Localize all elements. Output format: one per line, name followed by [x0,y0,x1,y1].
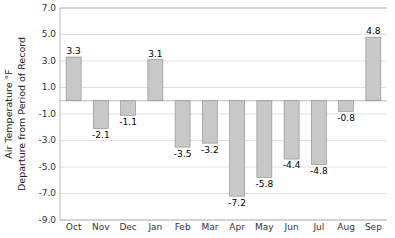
x-tick-label: Jan [147,222,162,232]
x-axis-line [60,220,387,221]
data-label: -4.8 [310,166,328,176]
data-label: -1.1 [119,117,137,127]
bar [339,101,354,112]
y-axis-label-line: Air Temperature °F [3,69,14,158]
y-axis-label-line: Departure from Period of Record [16,37,27,191]
y-tick-label: -5.0 [38,162,56,172]
y-tick-label: 5.0 [42,29,57,39]
data-label: 4.8 [366,26,381,36]
y-tick-label: -7.0 [38,188,56,198]
bar [121,101,136,116]
data-label: -3.2 [201,145,219,155]
axes [60,8,387,220]
y-tick-label: -3.0 [38,135,56,145]
data-label: -4.4 [283,160,301,170]
grid [60,8,387,220]
bar [93,101,108,129]
grid-line [60,87,387,88]
x-tick-label: Dec [119,222,136,232]
x-tick-label: Apr [229,222,245,232]
bar [202,101,217,143]
x-tick-label: Jun [284,222,299,232]
bar [366,37,381,101]
data-labels: 3.3 -2.1 -1.1 3.1 -3.5 -3.2 -7.2 -5.8 -4.4 -4.8 -0… [66,26,380,207]
grid-line [60,61,387,62]
grid-line [60,220,387,221]
zero-line [60,100,387,101]
y-tick-label: 3.0 [42,56,57,66]
grid-line [60,34,387,35]
x-tick-label: May [255,222,274,232]
y-tick-label: -1.0 [38,109,56,119]
grid-line [60,167,387,168]
y-axis-line [60,8,61,220]
data-label: -0.8 [337,113,355,123]
bar [230,101,245,196]
data-label: 3.3 [66,46,80,56]
x-tick-label: Oct [66,222,82,232]
chart: -9.0-7.0-5.0-3.0-1.01.03.05.07.03.3-2.1-… [0,0,395,238]
data-label: -2.1 [92,130,110,140]
y-axis-label: Air Temperature °FDeparture from Period … [3,37,27,191]
grid-line [60,8,387,9]
y-ticks: -9.0 -7.0 -5.0 -3.0 -1.0 1.0 3.0 5.0 7.0 [38,3,56,225]
x-ticks: Oct Nov Dec Jan Feb Mar Apr May Jun Jul Aug Sep [66,222,382,232]
data-label: -3.5 [174,149,192,159]
bar [148,60,163,101]
data-label: 3.1 [148,49,162,59]
data-label: -7.2 [228,198,246,208]
y-tick-label: 7.0 [42,3,57,13]
x-tick-label: Nov [92,222,110,232]
bar [284,101,299,159]
x-tick-label: Jul [312,222,324,232]
bar [311,101,326,165]
x-tick-label: Feb [175,222,191,232]
x-tick-label: Sep [365,222,382,232]
grid-line [60,140,387,141]
grid-line [60,193,387,194]
bar [257,101,272,178]
bars [66,37,381,196]
x-tick-label: Aug [337,222,355,232]
bar [66,57,81,101]
y-tick-label: 1.0 [42,82,57,92]
top-axis-line [60,8,387,9]
x-tick-label: Mar [201,222,218,232]
data-label: -5.8 [256,179,274,189]
y-tick-label: -9.0 [38,215,56,225]
bar [175,101,190,147]
